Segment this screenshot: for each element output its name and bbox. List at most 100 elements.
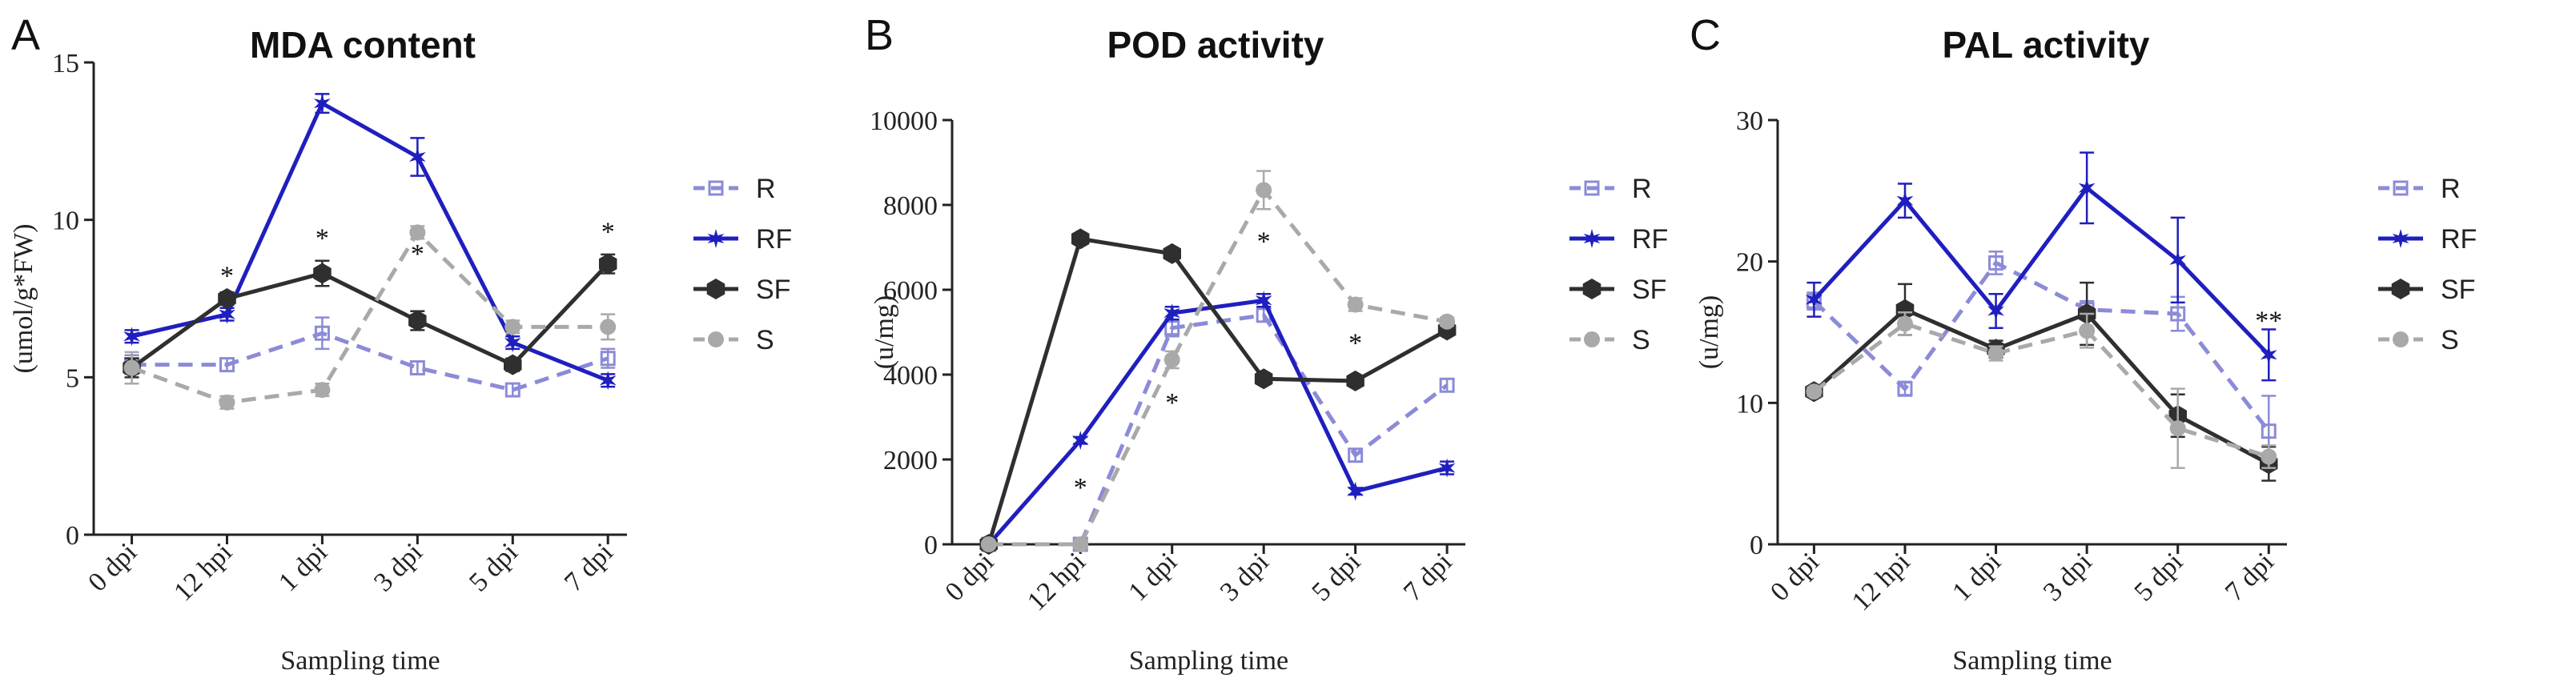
x-axis-label: Sampling time [280,646,440,676]
legend-marker-sf [2391,279,2410,299]
data-point-s [2169,420,2186,437]
y-tick-label: 15 [52,49,79,78]
data-point-sf [218,288,236,309]
y-tick-label: 10000 [870,106,938,136]
chart-title: PAL activity [1942,24,2149,66]
data-point-r [2261,423,2277,439]
legend-marker-s [2393,331,2409,347]
data-point-rf [1255,291,1272,311]
legend-label-r: R [2441,174,2461,204]
x-tick-label: 0 dpi [82,537,143,597]
x-axis-label: Sampling time [1952,646,2112,676]
data-point-s [219,394,235,411]
data-point-r [600,351,616,367]
series-line-r [988,313,1449,547]
y-tick-label: 20 [1736,248,1763,278]
legend-label-sf: SF [756,275,790,305]
legend-marker-r [708,180,724,196]
data-point-r [1439,377,1455,393]
y-tick-label: 8000 [883,191,938,221]
significance-annotation: * [1165,388,1179,418]
series-line-rf [1812,186,2271,357]
significance-annotation: * [1348,329,1362,359]
legend-label-r: R [756,174,776,204]
y-tick-label: 0 [1750,531,1763,560]
data-point-r [1348,447,1364,463]
data-point-s [314,382,331,399]
chart-panel-a: A MDA content 0 5 10 15 0 dpi 12 hpi 1 dpi 3 dpi 5… [9,11,792,676]
series-line-s [1812,321,2270,459]
data-point-rf [1806,290,1822,310]
series-line-r [131,331,609,392]
data-point-s [1256,182,1272,199]
x-tick-label: 1 dpi [1947,547,2007,607]
data-point-s [980,536,997,552]
y-tick-label: 4000 [883,361,938,391]
x-tick-label: 0 dpi [940,547,1000,607]
legend-label-sf: SF [1632,275,1666,305]
x-tick-label: 5 dpi [2128,547,2188,607]
data-point-sf [1071,228,1090,250]
legend-marker-rf [707,229,725,248]
data-point-rf [1071,431,1089,451]
chart-panel-b: B POD activity 0 2000 4000 6000 8000 10000 0 dpi… [865,11,1668,676]
data-point-sf [1895,299,1915,320]
x-tick-label: 7 dpi [2220,547,2280,607]
data-point-r [314,325,330,341]
data-point-s [409,224,426,241]
series-line-s [988,188,1448,547]
significance-annotation: * [1074,473,1087,503]
data-point-s [123,359,140,376]
x-tick-label: 7 dpi [559,537,619,597]
data-point-rf [2260,345,2277,365]
y-tick-label: 2000 [883,446,938,475]
significance-annotation: * [411,239,424,269]
legend-marker-s [708,331,724,347]
significance-annotation: * [1257,227,1271,256]
legend-label-r: R [1632,174,1652,204]
data-point-sf [504,354,522,375]
data-point-rf [2078,178,2096,198]
y-tick-label: 10 [1736,389,1763,419]
significance-annotation: * [601,217,615,247]
data-point-rf [123,327,140,347]
data-point-s [1439,313,1456,330]
chart-title: MDA content [250,24,476,66]
data-point-sf [599,253,617,275]
legend-marker-sf [1582,279,1601,299]
series-line-r [1812,260,2271,433]
y-axis-label: (u/mg) [870,295,899,370]
legend-marker-rf [2392,229,2409,248]
panel-letter: A [11,11,40,59]
legend-marker-r [1584,180,1600,196]
x-tick-label: 12 hpi [168,537,238,607]
data-point-rf [409,147,426,166]
significance-annotation: ** [2255,306,2282,335]
data-point-r [504,382,520,398]
data-point-s [1347,296,1364,313]
x-tick-label: 1 dpi [273,537,333,597]
data-point-rf [1896,191,1914,211]
legend-label-sf: SF [2441,275,2475,305]
data-point-s [1163,351,1180,368]
series-line-sf [1812,307,2270,466]
data-point-s [600,319,617,335]
data-point-r [409,360,425,376]
data-point-rf [1438,458,1456,478]
data-point-sf [1346,370,1364,391]
y-tick-label: 6000 [883,276,938,306]
x-tick-label: 3 dpi [368,537,428,597]
x-axis-label: Sampling time [1129,646,1288,676]
y-tick-label: 10 [52,207,79,236]
data-point-rf [1987,301,2004,321]
legend-marker-s [1584,331,1600,347]
x-tick-label: 12 hpi [1847,547,1916,616]
significance-annotation: * [220,262,234,291]
data-point-r [2170,306,2186,322]
data-point-sf [1163,243,1181,264]
significance-annotation: * [315,223,329,253]
data-point-s [504,319,521,335]
data-point-r [219,357,235,373]
legend-label-rf: RF [2441,224,2477,255]
data-point-rf [504,333,521,353]
